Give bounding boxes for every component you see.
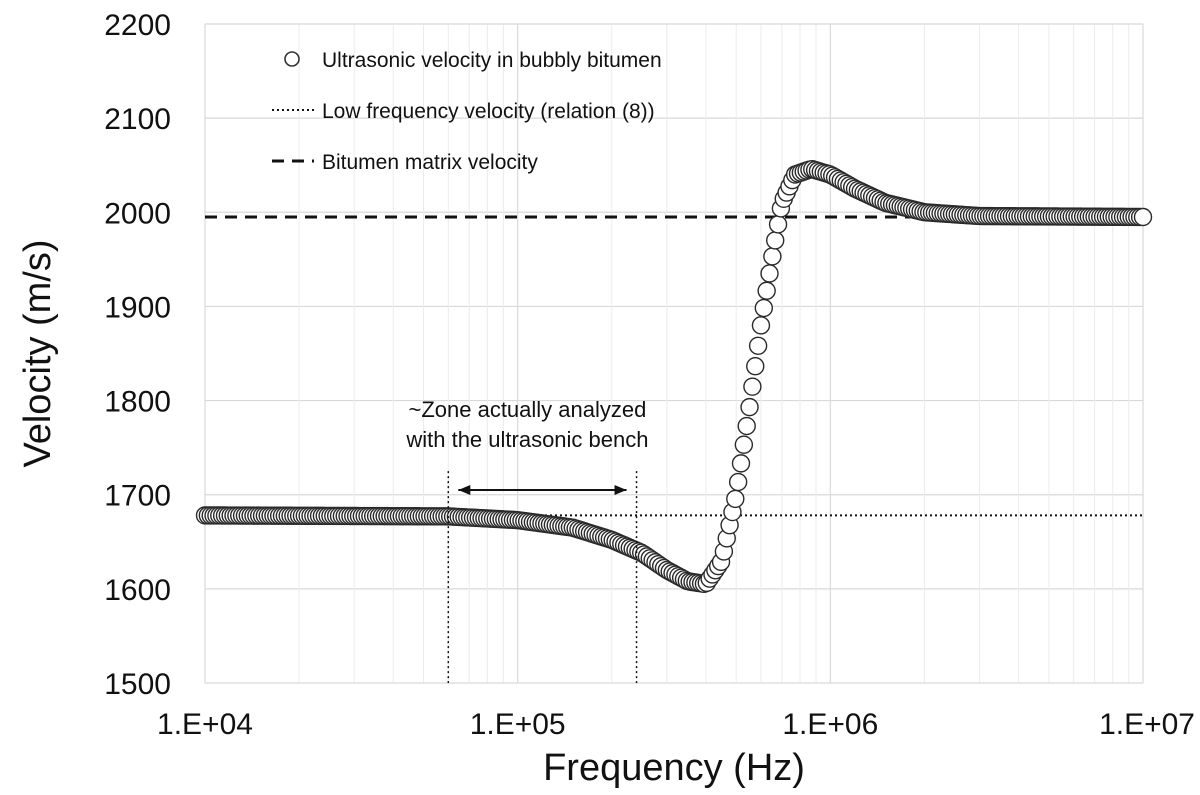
zone-annotation-line1: ~Zone actually analyzed bbox=[408, 397, 646, 422]
data-point bbox=[768, 215, 788, 234]
data-point bbox=[737, 416, 756, 436]
legend-label-bitumen-matrix: Bitumen matrix velocity bbox=[322, 151, 538, 174]
data-point bbox=[1133, 207, 1153, 227]
y-tick-label: 2100 bbox=[104, 103, 171, 136]
data-point bbox=[763, 247, 782, 266]
data-point bbox=[740, 397, 759, 417]
y-tick-label: 2200 bbox=[104, 9, 171, 42]
zone-arrow-head-right bbox=[614, 485, 627, 496]
y-axis-title: Velocity (m/s) bbox=[17, 239, 59, 467]
x-tick-label: 1.E+06 bbox=[782, 708, 878, 741]
legend: Ultrasonic velocity in bubbly bitumen Lo… bbox=[272, 49, 662, 174]
zone-annotation: ~Zone actually analyzed with the ultraso… bbox=[405, 397, 648, 683]
series-layer bbox=[195, 160, 1153, 594]
data-point bbox=[746, 357, 765, 376]
data-point bbox=[743, 377, 762, 396]
y-tick-label: 1900 bbox=[104, 291, 171, 324]
data-point bbox=[728, 472, 748, 492]
data-point bbox=[760, 264, 779, 283]
y-tick-label: 2000 bbox=[104, 197, 171, 230]
x-tick-label: 1.E+05 bbox=[470, 708, 566, 741]
plot-area-frame bbox=[204, 23, 1144, 684]
data-point bbox=[748, 336, 768, 355]
data-point bbox=[734, 435, 754, 454]
y-tick-label: 1500 bbox=[104, 668, 171, 701]
data-point bbox=[731, 454, 751, 473]
tick-labels: 1500 1600 1700 1800 1900 2000 2100 2200 1.E+04 1.… bbox=[104, 9, 1195, 741]
data-point bbox=[757, 281, 776, 300]
x-axis-title: Frequency (Hz) bbox=[543, 747, 805, 789]
data-point bbox=[754, 298, 774, 318]
zone-annotation-line2: with the ultrasonic bench bbox=[405, 427, 648, 452]
x-tick-label: 1.E+07 bbox=[1099, 708, 1195, 741]
data-point bbox=[726, 489, 745, 509]
legend-label-ultrasonic: Ultrasonic velocity in bubbly bitumen bbox=[322, 49, 662, 72]
legend-marker-circle bbox=[284, 51, 300, 67]
zone-arrow-head-left bbox=[458, 485, 471, 496]
data-point bbox=[751, 316, 771, 335]
x-tick-label: 1.E+04 bbox=[157, 708, 253, 741]
data-point bbox=[766, 231, 785, 250]
y-tick-label: 1700 bbox=[104, 480, 171, 513]
legend-label-low-frequency: Low frequency velocity (relation (8)) bbox=[322, 100, 655, 123]
y-tick-label: 1800 bbox=[104, 386, 171, 419]
y-tick-label: 1600 bbox=[104, 574, 171, 607]
